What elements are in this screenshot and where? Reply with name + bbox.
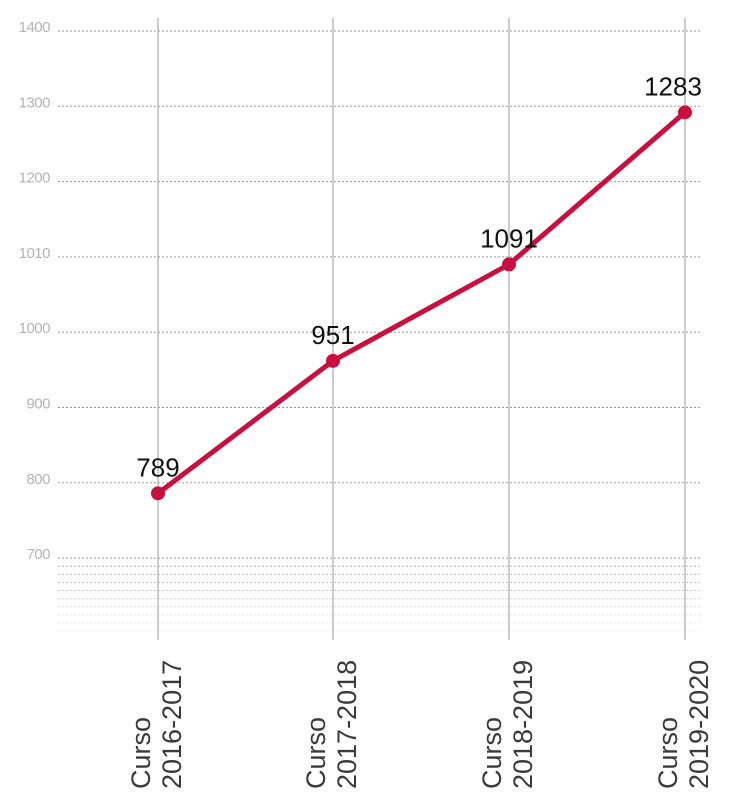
x-tick-line: 2019-2020 (684, 660, 714, 789)
grid-lines (58, 18, 702, 640)
data-label: 951 (311, 320, 354, 350)
series-line (155, 109, 688, 496)
x-axis-ticks: Curso2016-2017 Curso2017-2018 Curso2018-20… (126, 660, 714, 789)
x-tick-line: 2018-2019 (508, 660, 538, 789)
data-point (151, 486, 165, 501)
y-tick-label: 900 (26, 396, 50, 413)
x-tick-label: Curso2016-2017 (126, 660, 187, 789)
x-tick-line: Curso (653, 717, 683, 789)
x-tick-text: Curso2016-2017 (126, 660, 187, 789)
y-axis-ticks: 1400 1300 1200 1010 1000 900 800 700 (19, 19, 51, 563)
x-tick-label: Curso2017-2018 (301, 660, 362, 789)
y-tick-label: 700 (26, 546, 50, 563)
y-tick-label: 1300 (19, 94, 51, 111)
data-label: 1283 (644, 71, 702, 101)
x-tick-text: Curso2017-2018 (301, 660, 362, 789)
data-labels: 789 951 1091 1283 (136, 71, 702, 482)
data-point (678, 105, 692, 120)
data-label: 1091 (480, 223, 538, 253)
data-point (502, 257, 516, 272)
x-tick-text: Curso2019-2020 (653, 660, 714, 789)
y-tick-label: 800 (26, 471, 50, 488)
y-tick-label: 1010 (19, 245, 51, 262)
x-tick-line: Curso (126, 717, 156, 789)
x-tick-line: Curso (477, 717, 507, 789)
y-tick-label: 1400 (19, 19, 51, 36)
x-tick-line: 2016-2017 (157, 660, 187, 789)
x-tick-label: Curso2019-2020 (653, 660, 714, 789)
series-line-layer (155, 109, 688, 496)
data-points (151, 105, 692, 501)
y-tick-label: 1200 (19, 170, 51, 187)
data-point (326, 353, 340, 368)
x-tick-text: Curso2018-2019 (477, 660, 538, 789)
x-tick-line: Curso (301, 717, 331, 789)
y-tick-label: 1000 (19, 320, 51, 337)
data-label: 789 (136, 452, 179, 482)
x-tick-label: Curso2018-2019 (477, 660, 538, 789)
x-tick-line: 2017-2018 (332, 660, 362, 789)
